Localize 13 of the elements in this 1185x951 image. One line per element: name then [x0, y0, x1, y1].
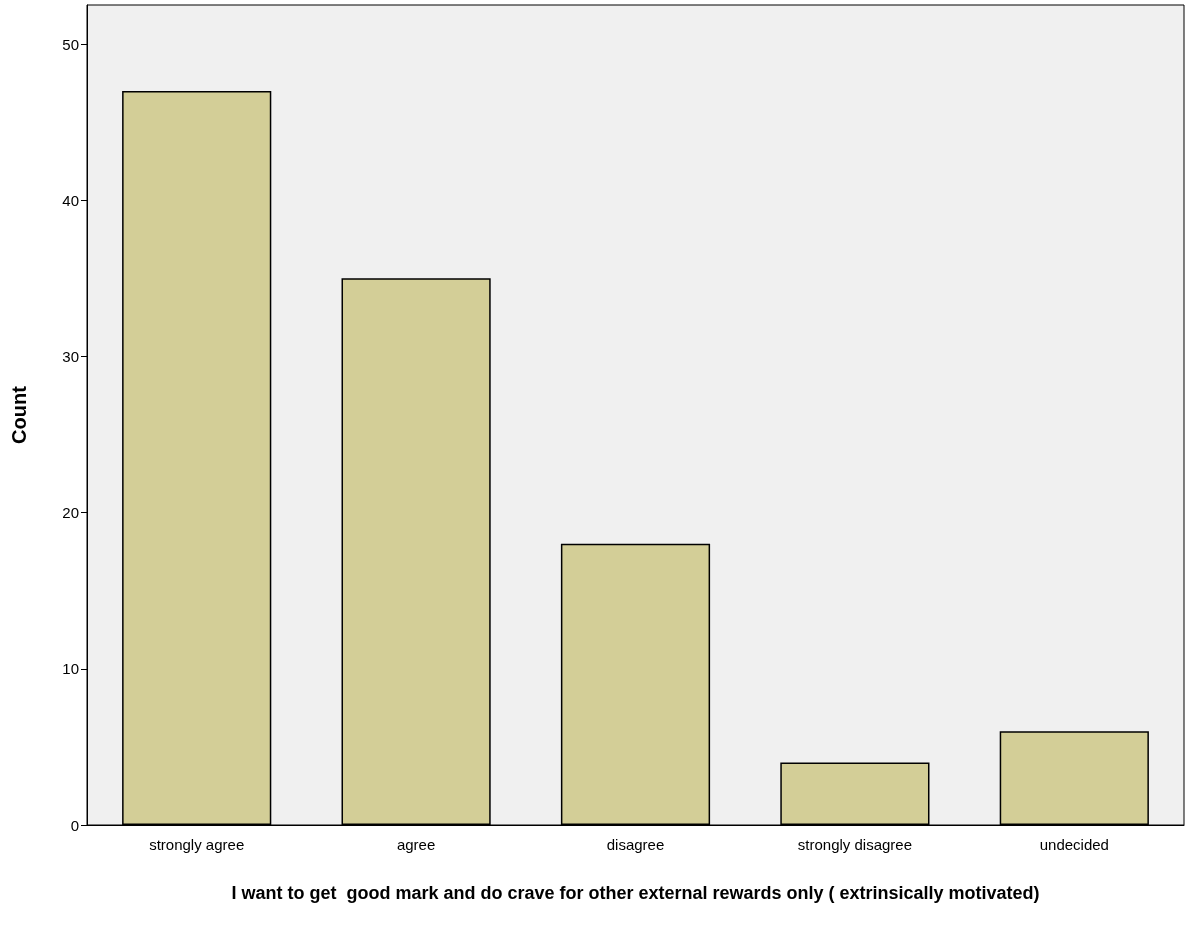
y-tick-label: 20: [62, 504, 79, 522]
x-tick-label: undecided: [1039, 836, 1109, 853]
y-tick-label: 30: [62, 347, 79, 365]
y-tick-label: 40: [62, 191, 79, 209]
y-tick-label: 10: [62, 660, 79, 678]
x-axis-title: I want to get good mark and do crave for other external rewards only ( extrinsically motivated): [231, 883, 1040, 903]
x-tick-label: disagree: [606, 836, 665, 853]
y-tick-label: 50: [62, 35, 79, 53]
y-tick-label: 0: [70, 816, 79, 834]
x-tick-label: agree: [396, 836, 436, 853]
y-axis-title: Count: [8, 385, 30, 444]
x-tick-label: strongly disagree: [797, 836, 913, 853]
x-tick-label: strongly agree: [149, 836, 245, 853]
